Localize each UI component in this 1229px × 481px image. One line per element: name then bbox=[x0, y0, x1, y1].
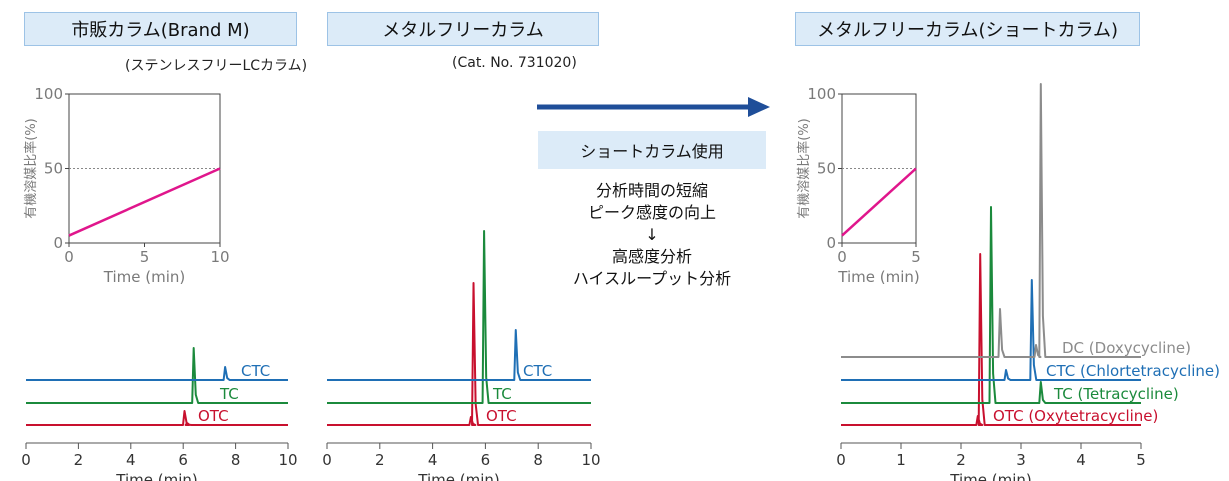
series-label-ctc: CTC bbox=[241, 362, 270, 380]
left-panel-title: 市販カラム(Brand M) bbox=[24, 12, 297, 46]
right-panel-title: メタルフリーカラム(ショートカラム) bbox=[795, 12, 1140, 46]
trace-ctc bbox=[841, 279, 1141, 381]
middle-panel-title: メタルフリーカラム bbox=[327, 12, 599, 46]
x-axis-label: Time (min) bbox=[103, 268, 185, 286]
series-label-ctc: CTC (Chlortetracycline) bbox=[1046, 362, 1220, 380]
down-arrow-text: ↓ bbox=[645, 225, 659, 244]
x-tick-label: 10 bbox=[581, 451, 600, 469]
y-axis-label: 有機溶媒比率(%) bbox=[796, 118, 812, 219]
x-tick-label: 5 bbox=[911, 248, 921, 266]
short-column-badge: ショートカラム使用 bbox=[538, 131, 766, 169]
trace-ctc bbox=[26, 366, 288, 381]
x-tick-label: 0 bbox=[322, 451, 332, 469]
series-label-tc: TC bbox=[219, 385, 239, 403]
x-axis-label: Time (min) bbox=[949, 471, 1031, 481]
x-tick-label: 5 bbox=[1136, 451, 1146, 469]
y-tick-label: 0 bbox=[53, 234, 63, 252]
x-tick-label: 3 bbox=[1016, 451, 1026, 469]
series-label-dc: DC (Doxycycline) bbox=[1062, 339, 1191, 357]
y-axis-label: 有機溶媒比率(%) bbox=[23, 118, 39, 219]
x-tick-label: 2 bbox=[74, 451, 84, 469]
x-tick-label: 10 bbox=[210, 248, 229, 266]
series-label-otc: OTC bbox=[198, 407, 229, 425]
series-label-tc: TC (Tetracycline) bbox=[1053, 385, 1179, 403]
x-tick-label: 0 bbox=[836, 451, 846, 469]
x-tick-label: 8 bbox=[533, 451, 543, 469]
trace-otc bbox=[841, 253, 1141, 426]
trace-otc bbox=[327, 282, 591, 426]
trace-otc bbox=[26, 410, 288, 426]
x-tick-label: 6 bbox=[481, 451, 491, 469]
left-column-caption: (ステンレスフリーLCカラム) bbox=[125, 58, 308, 74]
benefit-text-4: ハイスループット分析 bbox=[572, 269, 732, 288]
right-arrow-icon bbox=[537, 97, 770, 117]
x-tick-label: 2 bbox=[375, 451, 385, 469]
trace-ctc bbox=[327, 329, 591, 381]
middle-column-caption: (Cat. No. 731020) bbox=[452, 55, 577, 71]
benefit-text-3: 高感度分析 bbox=[611, 247, 692, 266]
x-axis-label: Time (min) bbox=[837, 268, 919, 286]
trace-tc bbox=[841, 206, 1141, 404]
gradient-inset-right: 0 50 100 0 5 Time (min) 有機溶媒比率(%) bbox=[796, 85, 921, 286]
x-tick-label: 4 bbox=[126, 451, 136, 469]
x-tick-label: 4 bbox=[1076, 451, 1086, 469]
y-tick-label: 50 bbox=[817, 160, 836, 178]
series-label-tc: TC bbox=[492, 385, 512, 403]
x-tick-label: 4 bbox=[428, 451, 438, 469]
benefit-text-2: ピーク感度の向上 bbox=[587, 203, 716, 222]
arrow-head bbox=[748, 97, 770, 117]
x-tick-label: 1 bbox=[896, 451, 906, 469]
gradient-line bbox=[68, 167, 221, 237]
benefit-text-1: 分析時間の短縮 bbox=[595, 181, 708, 200]
x-tick-label: 0 bbox=[21, 451, 31, 469]
gradient-inset-left: 0 50 100 0 5 10 Time (min) 有機溶媒比率(%) bbox=[23, 85, 230, 286]
series-label-otc: OTC bbox=[486, 407, 517, 425]
x-tick-label: 0 bbox=[64, 248, 74, 266]
trace-tc bbox=[327, 230, 591, 404]
series-label-ctc: CTC bbox=[523, 362, 552, 380]
gradient-line bbox=[841, 167, 917, 237]
y-tick-label: 50 bbox=[44, 160, 63, 178]
y-tick-label: 100 bbox=[807, 85, 836, 103]
chromatogram-metal-free: 0 2 4 6 8 10 Time (min) OTC TC CTC bbox=[322, 230, 601, 481]
y-tick-label: 100 bbox=[34, 85, 63, 103]
x-tick-label: 5 bbox=[140, 248, 150, 266]
x-axis-label: Time (min) bbox=[115, 471, 197, 481]
x-axis-label: Time (min) bbox=[417, 471, 499, 481]
x-tick-label: 10 bbox=[278, 451, 297, 469]
trace-dc bbox=[841, 83, 1141, 358]
x-tick-label: 0 bbox=[837, 248, 847, 266]
x-tick-label: 8 bbox=[231, 451, 241, 469]
y-tick-label: 0 bbox=[826, 234, 836, 252]
x-tick-label: 6 bbox=[178, 451, 188, 469]
series-label-otc: OTC (Oxytetracycline) bbox=[993, 407, 1158, 425]
chromatogram-short-column: 0 1 2 3 4 5 Time (min) OTC (Oxytetracycline) TC … bbox=[836, 83, 1220, 481]
x-tick-label: 2 bbox=[956, 451, 966, 469]
trace-tc bbox=[26, 347, 288, 404]
